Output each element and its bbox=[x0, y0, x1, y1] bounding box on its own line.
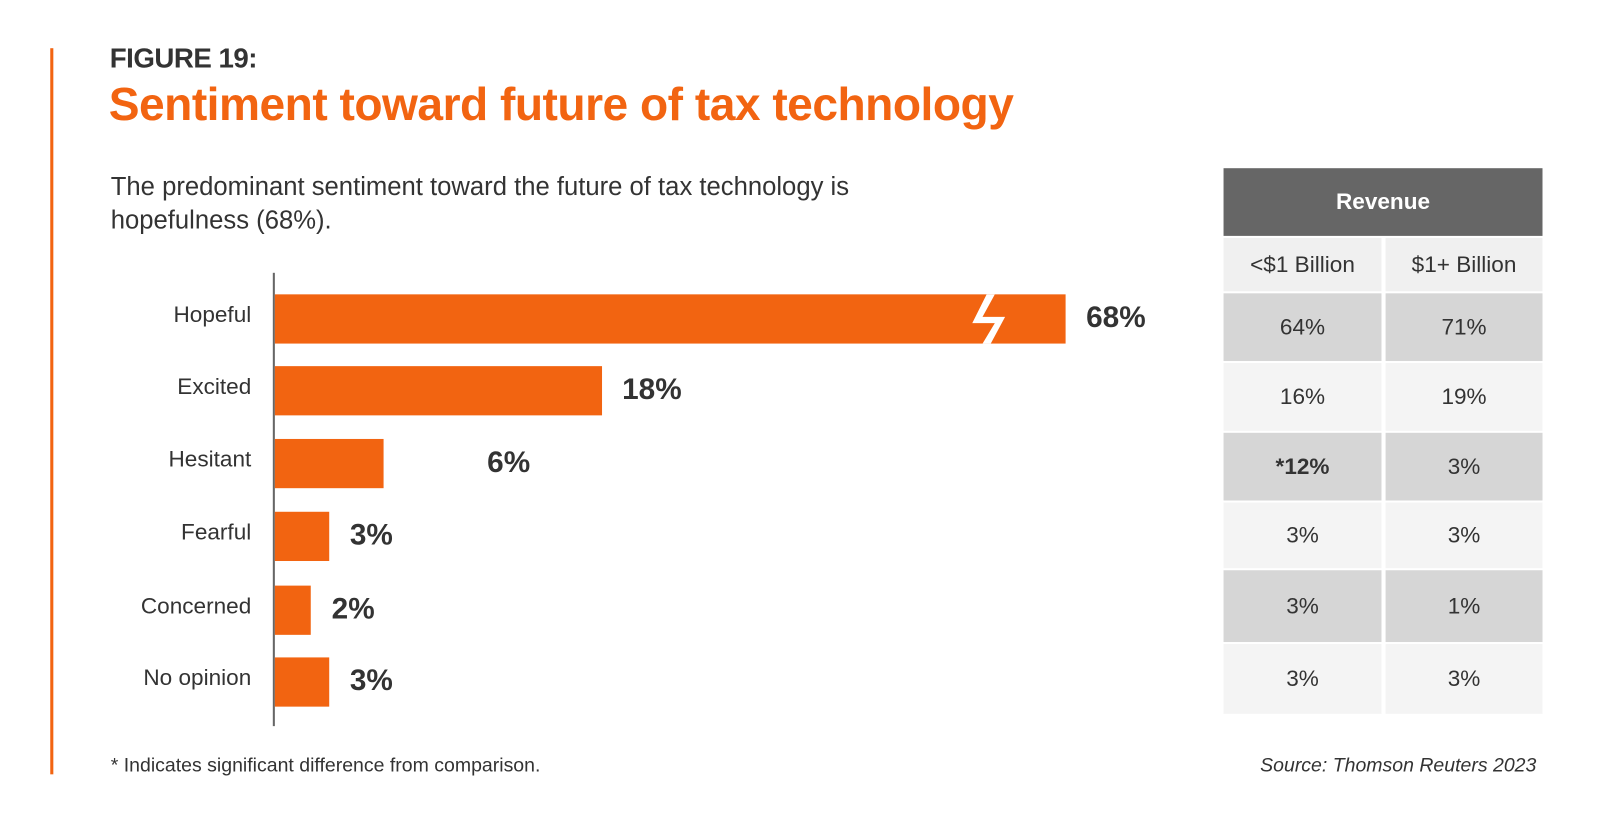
bar-no-opinion bbox=[274, 657, 330, 707]
table-cell: 16% bbox=[1223, 363, 1382, 431]
category-label: Fearful bbox=[181, 518, 252, 545]
source-note: Source: Thomson Reuters 2023 bbox=[1260, 754, 1537, 777]
category-label: Hopeful bbox=[173, 301, 252, 328]
table-cell: 64% bbox=[1223, 293, 1382, 362]
footnote: * Indicates significant difference from … bbox=[110, 754, 541, 777]
bar-hopeful bbox=[274, 294, 1066, 344]
table-cell: 3% bbox=[1385, 644, 1543, 714]
table-cell: 71% bbox=[1385, 293, 1543, 362]
category-label: Concerned bbox=[140, 592, 252, 619]
chart-title: Sentiment toward future of tax technolog… bbox=[108, 77, 1014, 131]
table-header: Revenue bbox=[1223, 168, 1543, 236]
value-label: 68% bbox=[1086, 301, 1146, 335]
value-label: 3% bbox=[349, 518, 393, 552]
table-cell: 3% bbox=[1223, 502, 1382, 569]
axis-break-icon bbox=[972, 294, 1006, 344]
table-cell: 19% bbox=[1385, 363, 1543, 431]
table-cell: *12% bbox=[1223, 432, 1382, 501]
chart-subtitle: The predominant sentiment toward the fut… bbox=[110, 172, 850, 235]
table-cell: 3% bbox=[1223, 644, 1382, 714]
bar-concerned bbox=[274, 585, 312, 635]
table-cell: 3% bbox=[1385, 432, 1543, 501]
value-label: 18% bbox=[622, 373, 682, 407]
value-label: 3% bbox=[349, 664, 393, 698]
table-cell: 3% bbox=[1385, 502, 1543, 569]
bar-excited bbox=[274, 366, 602, 416]
value-label: 2% bbox=[331, 592, 375, 626]
bar-fearful bbox=[274, 511, 330, 562]
category-label: No opinion bbox=[143, 664, 252, 691]
value-label: 6% bbox=[487, 446, 531, 479]
figure-label: FIGURE 19: bbox=[109, 43, 258, 74]
table-cell: 3% bbox=[1223, 570, 1382, 643]
table-cell: 1% bbox=[1385, 570, 1543, 643]
y-axis-line bbox=[272, 272, 275, 727]
category-label: Hesitant bbox=[168, 446, 252, 472]
bar-hesitant bbox=[274, 438, 384, 489]
category-label: Excited bbox=[177, 373, 252, 399]
column-header-1b-plus: $1+ Billion bbox=[1385, 237, 1543, 292]
column-header-under-1b: <$1 Billion bbox=[1223, 237, 1382, 292]
accent-line bbox=[50, 48, 54, 775]
